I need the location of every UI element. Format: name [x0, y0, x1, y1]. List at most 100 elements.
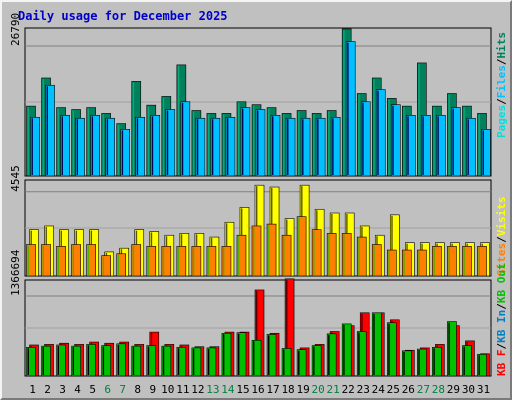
y-tick-label: 26790: [9, 13, 22, 46]
bar-files: [330, 116, 341, 177]
x-tick-label: 27: [417, 383, 430, 396]
legend-entry: KB Out: [495, 263, 508, 303]
x-tick-label: 10: [161, 383, 174, 396]
bar-files: [375, 89, 386, 177]
legend-2: Sites/Visits: [495, 197, 508, 277]
x-tick-label: 13: [206, 383, 219, 396]
legend-entry: Sites: [495, 243, 508, 276]
bar-files: [210, 117, 221, 177]
bar-sites: [371, 244, 382, 277]
y-tick-label: 4545: [9, 165, 22, 192]
bar-sites: [311, 229, 322, 277]
panel-1: 26790: [9, 13, 492, 177]
bar-sites: [161, 246, 172, 277]
bar-files: [75, 117, 85, 177]
bar-sites: [146, 246, 157, 277]
bar-files: [150, 115, 161, 177]
bar-files: [165, 109, 176, 177]
bar-kb-out: [402, 350, 412, 377]
bar-files: [135, 116, 146, 177]
legend-1: Pages/Files/Hits: [495, 32, 508, 138]
bar-files: [466, 117, 476, 177]
bar-sites: [386, 249, 397, 277]
panel-3: 1366694: [9, 249, 492, 377]
bar-sites: [326, 233, 337, 277]
bar-sites: [206, 246, 217, 277]
x-tick-label: 8: [134, 383, 141, 396]
panel-2: 4545: [9, 165, 492, 277]
x-tick-label: 9: [149, 383, 156, 396]
bar-sites: [86, 244, 96, 277]
legend-entry: KB In: [495, 310, 508, 343]
bar-sites: [447, 246, 457, 277]
x-tick-label: 3: [59, 383, 66, 396]
bar-sites: [266, 223, 277, 277]
x-tick-label: 2: [44, 383, 51, 396]
bar-sites: [56, 246, 66, 277]
bar-files: [45, 84, 55, 177]
bar-kb-out: [71, 345, 81, 377]
x-tick-label: 12: [191, 383, 204, 396]
bar-kb-out: [146, 345, 157, 377]
bar-files: [60, 115, 70, 177]
bar-kb-out: [221, 332, 232, 377]
bar-kb-out: [101, 345, 111, 377]
chart-title: Daily usage for December 2025: [18, 9, 228, 23]
bar-sites: [41, 244, 51, 277]
x-tick-label: 25: [387, 383, 400, 396]
bar-kb-out: [341, 323, 352, 377]
bar-files: [120, 129, 131, 177]
bar-sites: [432, 246, 442, 277]
bar-sites: [236, 234, 247, 277]
bar-sites: [131, 244, 142, 277]
bar-sites: [221, 246, 232, 277]
bar-sites: [462, 246, 472, 277]
x-tick-label: 30: [462, 383, 475, 396]
bar-sites: [101, 255, 111, 277]
bar-sites: [402, 249, 412, 277]
bar-sites: [341, 233, 352, 277]
x-tick-label: 6: [104, 383, 111, 396]
x-tick-label: 15: [236, 383, 249, 396]
bar-files: [421, 115, 431, 177]
bar-files: [345, 41, 356, 177]
bar-sites: [417, 249, 427, 277]
x-tick-label: 31: [477, 383, 490, 396]
bar-files: [195, 117, 206, 177]
x-tick-label: 20: [312, 383, 325, 396]
x-tick-label: 18: [281, 383, 294, 396]
bar-sites: [71, 244, 81, 277]
x-tick-label: 21: [327, 383, 340, 396]
legend-entry: /: [495, 236, 508, 243]
bar-files: [255, 109, 266, 177]
x-tick-label: 28: [432, 383, 445, 396]
legend-entry: Files: [495, 65, 508, 98]
bar-kb-out: [462, 345, 472, 377]
legend-entry: /: [495, 98, 508, 105]
bar-files: [360, 101, 371, 177]
legend-entry: Visits: [495, 197, 508, 237]
bar-kb-out: [206, 347, 217, 377]
x-axis: 1 2 3 4 5 6 7 8 9 10 11 12 13 14 15 16 17 18 19 20 21 22 23 24 2…: [29, 383, 490, 396]
bar-kb-out: [56, 344, 66, 377]
legend-entry: /: [495, 343, 508, 350]
bar-files: [406, 115, 416, 177]
bar-sites: [176, 246, 187, 277]
bar-sites: [191, 246, 202, 277]
bar-files: [180, 101, 191, 177]
x-tick-label: 14: [221, 383, 235, 396]
bar-kb-out: [191, 347, 202, 377]
bar-files: [30, 116, 40, 177]
bar-kb-out: [326, 333, 337, 377]
legend-entry: Pages: [495, 105, 508, 138]
bar-files: [315, 117, 326, 177]
bar-kb-out: [251, 339, 262, 377]
bar-kb-out: [386, 322, 397, 377]
bar-files: [436, 115, 446, 177]
bar-files: [285, 117, 296, 177]
bar-files: [90, 115, 100, 177]
bar-kb-out: [161, 345, 172, 377]
x-tick-label: 22: [342, 383, 355, 396]
bar-kb-out: [356, 331, 367, 377]
